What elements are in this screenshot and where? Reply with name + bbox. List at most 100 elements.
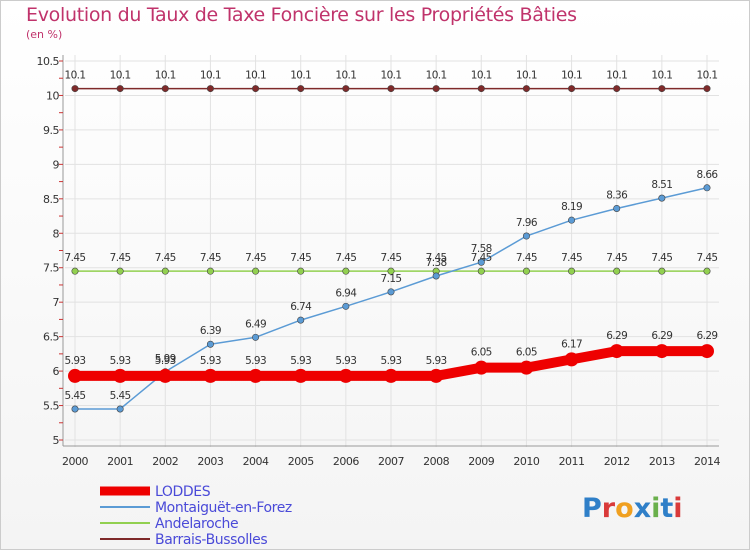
data-point-barrais-bussolles [613,85,621,93]
data-label-andelaroche: 7.45 [697,252,718,264]
data-point-andelaroche [297,267,305,275]
data-label-loddes: 6.05 [516,347,537,359]
data-point-montaigu-t-en-forez [432,272,440,280]
data-label-loddes: 5.93 [200,355,221,367]
data-label-andelaroche: 7.45 [65,252,86,264]
data-label-barrais-bussolles: 10.1 [471,70,492,82]
data-point-loddes [564,352,579,367]
data-label-loddes: 5.93 [290,355,311,367]
legend: LODDESMontaiguët-en-ForezAndelarocheBarr… [100,484,292,548]
x-tick-label: 2009 [468,455,494,468]
data-label-barrais-bussolles: 10.1 [65,70,86,82]
data-label-montaigu-t-en-forez: 8.51 [651,179,672,191]
data-point-andelaroche [658,267,666,275]
x-tick-label: 2012 [604,455,630,468]
data-point-loddes [203,368,218,383]
data-point-andelaroche [387,267,395,275]
data-label-montaigu-t-en-forez: 6.39 [200,325,221,337]
x-tick-label: 2002 [152,455,178,468]
legend-label-montaigu-t-en-forez: Montaiguët-en-Forez [155,500,292,516]
data-label-barrais-bussolles: 10.1 [697,70,718,82]
legend-label-barrais-bussolles: Barrais-Bussolles [155,532,267,548]
data-label-andelaroche: 7.45 [335,252,356,264]
series-lines [68,85,714,413]
data-point-andelaroche [522,267,530,275]
data-point-montaigu-t-en-forez [477,258,485,266]
data-label-montaigu-t-en-forez: 7.58 [471,243,492,255]
data-label-andelaroche: 7.45 [426,252,447,264]
data-label-andelaroche: 7.45 [155,252,176,264]
data-point-loddes [248,368,263,383]
data-point-andelaroche [161,267,169,275]
chart-unit-label: (en %) [26,28,63,41]
data-label-barrais-bussolles: 10.1 [606,70,627,82]
data-labels: 5.93 5.93 5.93 5.93 5.93 5.93 5.93 5.93 5.93 6.05… [65,70,719,402]
proxiti-logo: Proxiti [582,493,683,524]
legend-label-loddes: LODDES [155,484,211,500]
data-label-barrais-bussolles: 10.1 [245,70,266,82]
data-point-loddes [68,368,82,383]
data-label-montaigu-t-en-forez: 7.38 [426,257,447,269]
data-point-andelaroche [116,267,124,275]
data-point-loddes [293,368,308,383]
data-point-montaigu-t-en-forez [568,216,576,224]
y-tick-label: 7 [53,296,60,309]
data-point-montaigu-t-en-forez [658,194,666,202]
data-label-loddes: 5.93 [426,355,447,367]
data-label-montaigu-t-en-forez: 8.36 [606,189,628,201]
data-label-loddes: 6.17 [561,338,582,350]
data-label-montaigu-t-en-forez: 6.94 [335,287,357,299]
y-tick-label: 6 [53,365,60,378]
data-point-andelaroche [252,267,260,275]
data-label-andelaroche: 7.45 [606,252,627,264]
data-label-loddes: 5.93 [155,355,176,367]
data-point-loddes [158,368,173,383]
y-axis-ticks: 5 5.5 6 6.5 7 7.5 8 8.5 9 9.5 10 10.5 [37,55,61,447]
y-tick-label: 6.5 [43,331,59,344]
x-tick-label: 2010 [513,455,539,468]
brand-letter: t [660,493,673,524]
axes [59,55,719,447]
data-label-montaigu-t-en-forez: 5.45 [110,390,131,402]
data-label-montaigu-t-en-forez: 7.15 [381,273,402,285]
data-point-loddes [654,344,669,359]
x-tick-label: 2004 [243,455,269,468]
data-point-montaigu-t-en-forez [71,405,79,413]
data-point-barrais-bussolles [703,85,711,93]
data-point-loddes [519,360,534,375]
data-label-loddes: 6.05 [471,347,492,359]
y-tick-label: 7.5 [43,262,59,275]
data-label-andelaroche: 7.45 [200,252,221,264]
data-label-montaigu-t-en-forez: 8.66 [697,169,719,181]
data-label-barrais-bussolles: 10.1 [335,70,356,82]
x-tick-label: 2000 [62,455,88,468]
data-label-montaigu-t-en-forez: 8.19 [561,201,582,213]
data-point-andelaroche [206,267,214,275]
data-point-montaigu-t-en-forez [703,184,711,192]
data-label-barrais-bussolles: 10.1 [200,70,221,82]
data-label-montaigu-t-en-forez: 5.45 [65,390,86,402]
data-label-montaigu-t-en-forez: 6.74 [290,301,312,313]
data-label-barrais-bussolles: 10.1 [426,70,447,82]
brand-letter: x [634,493,651,524]
data-point-andelaroche [342,267,350,275]
brand-wordmark: Proxiti [582,493,683,524]
brand-letter: i [673,493,682,524]
data-label-barrais-bussolles: 10.1 [651,70,672,82]
x-tick-label: 2003 [197,455,223,468]
data-label-andelaroche: 7.45 [516,252,537,264]
data-point-barrais-bussolles [252,85,260,93]
data-point-loddes [700,344,714,359]
x-tick-label: 2006 [333,455,359,468]
data-point-montaigu-t-en-forez [522,232,530,240]
data-label-andelaroche: 7.45 [561,252,582,264]
data-label-andelaroche: 7.45 [471,252,492,264]
x-tick-label: 2007 [378,455,404,468]
data-point-barrais-bussolles [71,85,79,93]
data-label-barrais-bussolles: 10.1 [290,70,311,82]
data-point-loddes [384,368,398,383]
grid-lines [65,55,719,447]
data-point-barrais-bussolles [432,85,440,93]
data-label-barrais-bussolles: 10.1 [155,70,176,82]
data-point-montaigu-t-en-forez [342,302,350,310]
